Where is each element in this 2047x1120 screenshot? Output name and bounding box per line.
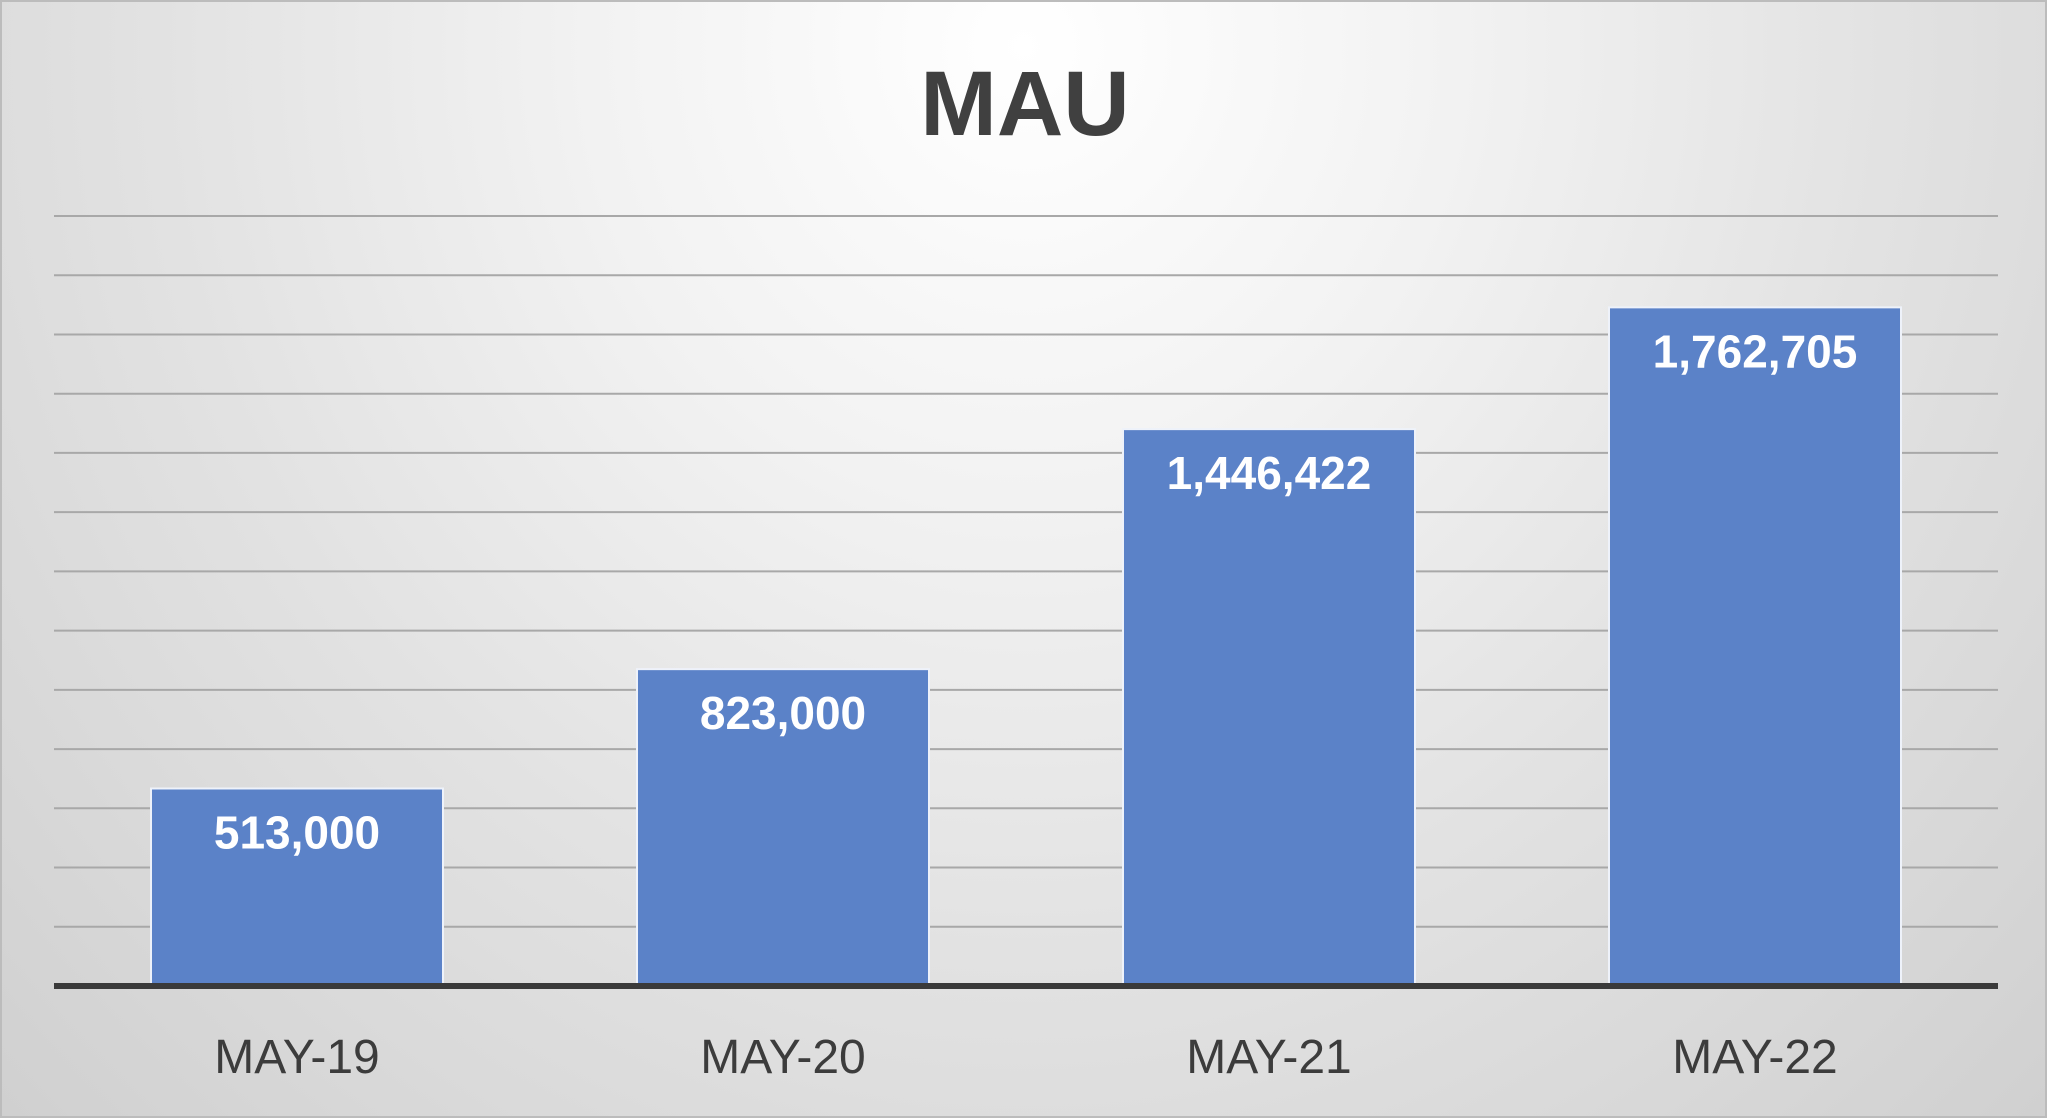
bar-may-19 (150, 787, 444, 987)
data-labels: 513,000 823,000 1,446,422 1,762,705 (214, 325, 1857, 858)
data-label: 1,762,705 (1653, 325, 1858, 377)
x-tick-label: MAY-21 (1186, 1031, 1351, 1084)
x-axis-tick-labels: MAY-19 MAY-20 MAY-21 MAY-22 (214, 1031, 1837, 1084)
x-tick-label: MAY-22 (1672, 1031, 1837, 1084)
x-tick-label: MAY-19 (214, 1031, 379, 1084)
bar-may-20 (636, 668, 930, 988)
data-label: 823,000 (700, 687, 866, 739)
data-label: 513,000 (214, 806, 380, 858)
data-label: 1,446,422 (1167, 447, 1372, 499)
bar-may-22 (1608, 306, 1902, 987)
x-tick-label: MAY-20 (700, 1031, 865, 1084)
bars (150, 306, 1902, 988)
chart-title: MAU (920, 53, 1130, 155)
bar-may-21 (1122, 428, 1416, 988)
